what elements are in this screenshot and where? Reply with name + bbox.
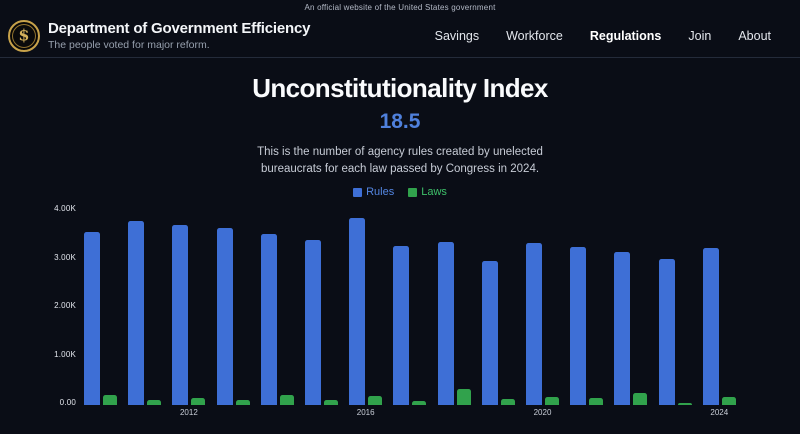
index-value: 18.5 — [379, 109, 421, 133]
laws-bar-2024[interactable] — [721, 396, 736, 406]
site-header: $ Department of Government Efficiency Th… — [0, 14, 800, 58]
legend-item-rules[interactable]: Rules — [353, 186, 394, 198]
rules-bar-2015[interactable] — [305, 240, 321, 406]
legend-label: Rules — [366, 186, 395, 199]
x-axis-tick: 2016 — [356, 408, 375, 418]
x-axis-tick: 2012 — [179, 408, 198, 418]
x-axis-tick: 2020 — [533, 408, 552, 418]
laws-bar-2021[interactable] — [589, 397, 604, 406]
laws-bar-2014[interactable] — [279, 395, 294, 406]
laws-bar-2012[interactable] — [191, 398, 206, 406]
rules-bar-2010[interactable] — [84, 231, 100, 406]
rules-bar-2024[interactable] — [702, 247, 719, 406]
laws-bar-2016[interactable] — [368, 396, 383, 406]
doge-logo[interactable]: $ — [8, 19, 40, 52]
page-title: Unconstitutionality Index — [252, 73, 548, 103]
legend-swatch-icon — [408, 187, 418, 197]
site-title: Department of Government Efficiency — [48, 20, 311, 37]
nav-item-savings[interactable]: Savings — [434, 28, 480, 43]
y-axis-tick: 2.00K — [54, 301, 76, 311]
laws-bar-2018[interactable] — [456, 389, 471, 406]
dollar-coin-icon: $ — [18, 25, 30, 44]
usa-banner: An official website of the United States… — [0, 0, 800, 14]
header-titles: Department of Government Efficiency The … — [48, 20, 310, 51]
nav-item-join[interactable]: Join — [688, 28, 712, 43]
rules-bar-2021[interactable] — [570, 247, 587, 406]
legend-swatch-icon — [353, 187, 363, 197]
description-line-1: This is the number of agency rules creat… — [257, 145, 543, 158]
rules-bar-2014[interactable] — [260, 233, 277, 406]
chart-legend: Rules Laws — [0, 186, 800, 198]
laws-bar-2020[interactable] — [545, 396, 559, 406]
rules-bar-2023[interactable] — [658, 258, 675, 406]
rules-bar-2018[interactable] — [437, 241, 454, 406]
rules-bar-2013[interactable] — [216, 227, 233, 406]
laws-bar-2017[interactable] — [412, 400, 427, 406]
y-axis-tick: 1.00K — [54, 349, 76, 359]
laws-bar-2023[interactable] — [677, 403, 692, 406]
laws-bar-2015[interactable] — [324, 400, 338, 406]
index-description: This is the number of agency rules creat… — [0, 144, 800, 177]
laws-bar-2019[interactable] — [500, 398, 515, 406]
laws-bar-2011[interactable] — [147, 399, 162, 406]
laws-bar-2013[interactable] — [235, 399, 250, 406]
x-axis-tick: 2024 — [710, 408, 729, 418]
rules-bar-2019[interactable] — [481, 261, 498, 406]
legend-item-laws[interactable]: Laws — [408, 186, 447, 198]
legend-label: Laws — [421, 186, 447, 199]
usa-banner-text: An official website of the United States… — [304, 2, 496, 12]
rules-bar-2016[interactable] — [349, 218, 366, 406]
site-subtitle: The people voted for major reform. — [48, 39, 210, 51]
rules-bar-2022[interactable] — [614, 251, 631, 406]
main-nav: Savings Workforce Regulations Join About — [429, 25, 777, 47]
nav-item-regulations[interactable]: Regulations — [589, 28, 662, 43]
rules-bar-2011[interactable] — [128, 220, 145, 406]
rules-bar-2020[interactable] — [526, 242, 542, 406]
rules-vs-laws-chart: 4.00K 3.00K 2.00K 1.00K 0.00 2012 2016 2020 202… — [0, 200, 800, 425]
rules-bar-2017[interactable] — [393, 246, 410, 406]
laws-bar-2022[interactable] — [633, 393, 648, 406]
y-axis: 4.00K 3.00K 2.00K 1.00K 0.00 — [0, 200, 78, 425]
laws-bar-2010[interactable] — [103, 394, 117, 406]
y-axis-tick: 4.00K — [54, 204, 76, 214]
y-axis-tick: 3.00K — [54, 252, 76, 262]
nav-item-workforce[interactable]: Workforce — [506, 28, 563, 43]
description-line-2: bureaucrats for each law passed by Congr… — [260, 162, 540, 175]
nav-item-about[interactable]: About — [738, 28, 771, 43]
y-axis-tick: 0.00 — [59, 398, 76, 408]
main-content: Unconstitutionality Index 18.5 This is t… — [0, 73, 800, 425]
rules-bar-2012[interactable] — [172, 225, 189, 406]
